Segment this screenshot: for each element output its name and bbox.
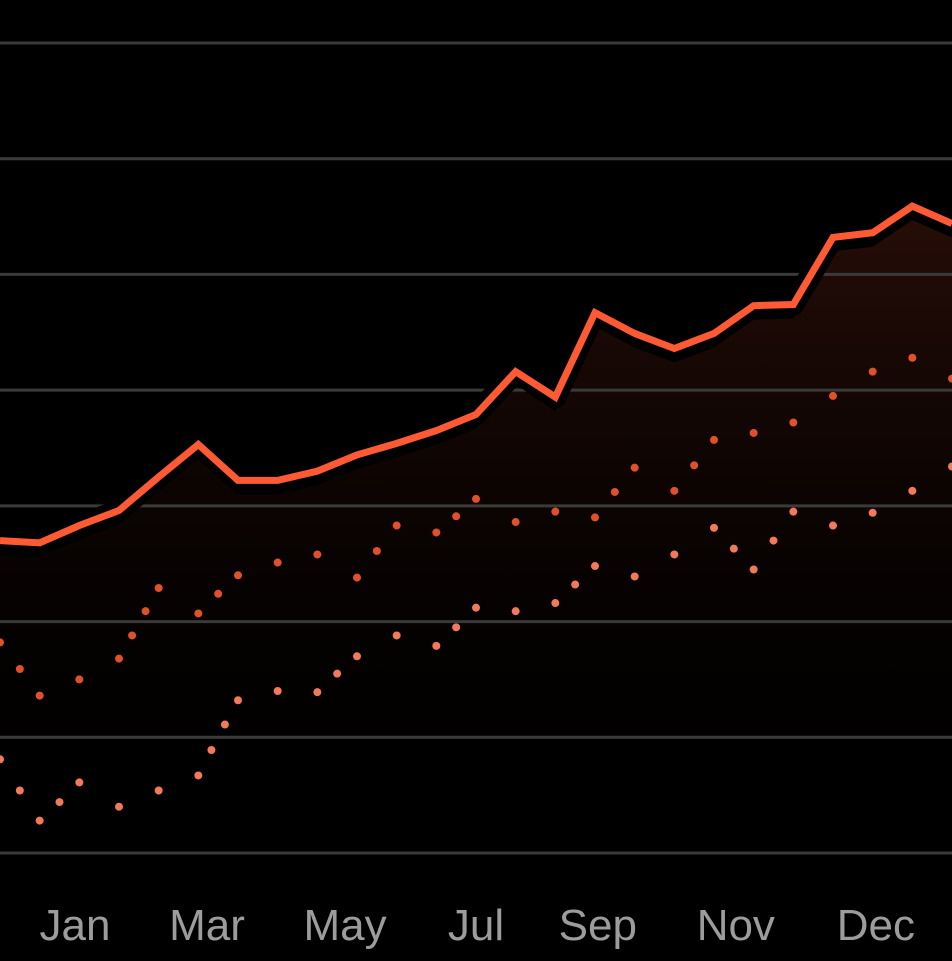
dot (729, 544, 738, 553)
dot (452, 512, 461, 521)
dot (0, 638, 4, 647)
dot (571, 580, 580, 589)
dot (194, 771, 203, 780)
dot (234, 696, 242, 705)
dot (749, 565, 758, 574)
x-tick-label: Mar (169, 901, 245, 950)
dot (948, 462, 952, 471)
dot (353, 652, 361, 661)
dot (710, 523, 718, 532)
dot (511, 607, 520, 616)
dot (194, 609, 203, 618)
dot (868, 508, 877, 517)
dot (154, 786, 163, 795)
dot (15, 665, 24, 674)
dot (551, 599, 560, 608)
dot (115, 802, 123, 811)
dot (141, 607, 150, 616)
dot (591, 562, 599, 571)
dot (829, 391, 837, 400)
x-tick-label: May (304, 901, 387, 950)
dot (472, 603, 480, 612)
area-fill (0, 220, 952, 853)
dot (432, 641, 441, 650)
dot (220, 720, 229, 729)
dot (128, 631, 137, 640)
dot (948, 374, 952, 383)
dot (273, 558, 282, 567)
dot (234, 571, 242, 580)
dot (115, 654, 123, 663)
dot (392, 631, 401, 640)
dot (35, 691, 44, 700)
dot (670, 550, 679, 559)
x-tick-label: Sep (559, 901, 637, 950)
dot (868, 367, 877, 376)
x-tick-label: Jul (448, 901, 504, 950)
dot (154, 584, 163, 593)
line (0, 202, 952, 547)
x-tick-label: Jan (39, 901, 110, 950)
dot (333, 669, 342, 678)
dot (75, 675, 84, 684)
dot (273, 687, 282, 695)
dot (214, 589, 223, 598)
dot (353, 573, 361, 582)
dot (670, 486, 679, 495)
dot (908, 353, 917, 362)
dot (392, 521, 401, 530)
dot (0, 755, 4, 764)
dot (432, 528, 441, 537)
dot (207, 746, 216, 755)
dot (610, 487, 619, 496)
dot (591, 513, 599, 522)
dot (630, 572, 639, 581)
dot (472, 494, 480, 503)
dot (749, 428, 758, 437)
dot (452, 623, 461, 632)
dot (15, 786, 24, 795)
dot (829, 521, 837, 530)
dot (789, 507, 798, 516)
dot (789, 418, 798, 427)
x-tick-label: Nov (697, 901, 775, 950)
dot (769, 536, 778, 545)
x-tick-label: Dec (837, 901, 915, 950)
dot (710, 435, 718, 444)
dot (630, 463, 639, 472)
dot (35, 816, 44, 825)
dot (511, 518, 520, 527)
dot (372, 546, 381, 555)
dot (313, 688, 322, 697)
dot (908, 486, 917, 495)
dot (75, 778, 84, 787)
dot (690, 461, 699, 470)
dot (313, 550, 322, 559)
dot (551, 507, 560, 516)
dot (55, 798, 64, 807)
